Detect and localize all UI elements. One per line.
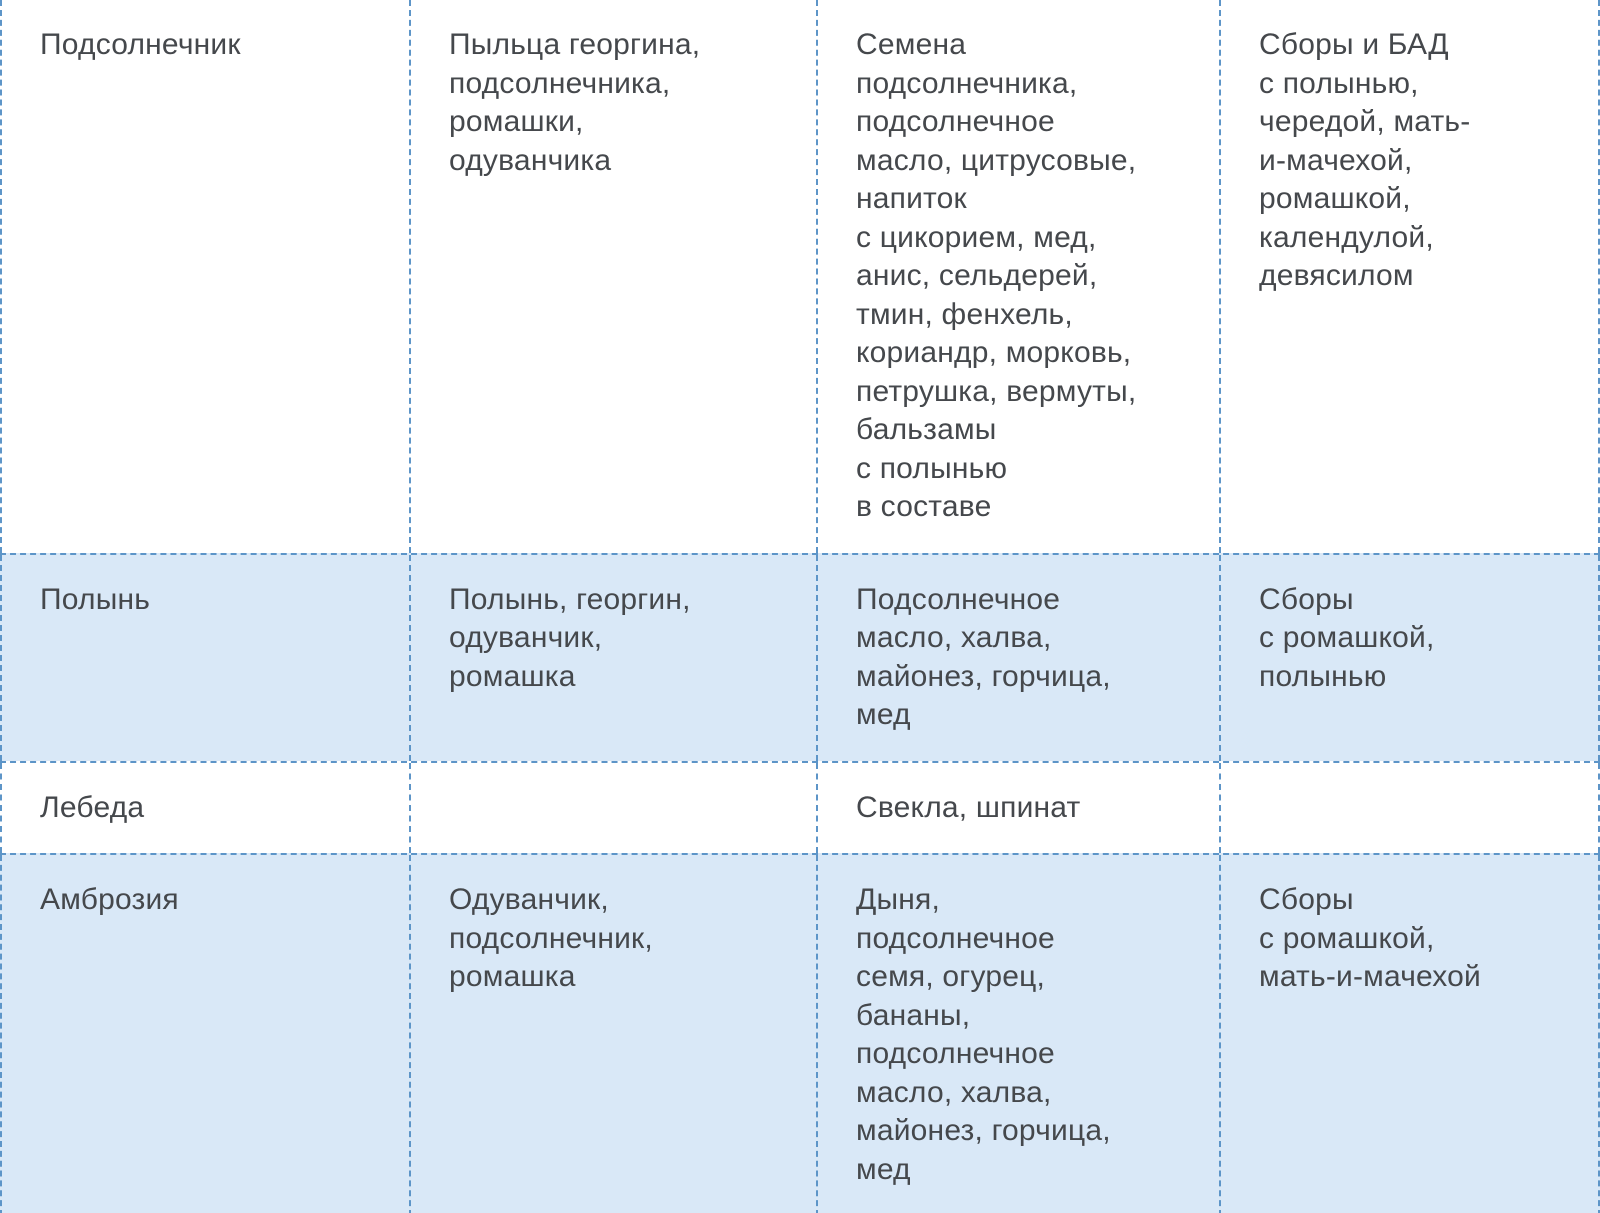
cell-cross-pollen	[409, 762, 816, 853]
table-row-sunflower: Подсолнечник Пыльца георгина, подсолнечн…	[0, 0, 1600, 553]
cell-cross-pollen: Одуванчик, подсолнечник, ромашка	[409, 855, 816, 1213]
table-row-saltbush: Лебеда Свекла, шпинат	[0, 760, 1600, 853]
table-row-wormwood: Полынь Полынь, георгин, одуванчик, ромаш…	[0, 552, 1600, 761]
cell-cross-foods: Подсолнечное масло, халва, майонез, горч…	[816, 554, 1219, 761]
cell-cross-pollen: Полынь, георгин, одуванчик, ромашка	[409, 554, 816, 761]
cell-cross-foods: Свекла, шпинат	[816, 762, 1219, 853]
cell-herbal-supplements	[1219, 762, 1600, 853]
table-row-ragweed: Амброзия Одуванчик, подсолнечник, ромашк…	[0, 853, 1600, 1213]
cell-cross-foods: Дыня, подсолнечное семя, огурец, бананы,…	[816, 855, 1219, 1213]
cell-herbal-supplements: Сборы и БАД с полынью, чередой, мать- и-…	[1219, 0, 1600, 553]
cell-herbal-supplements: Сборы с ромашкой, мать-и-мачехой	[1219, 855, 1600, 1213]
cell-herbal-supplements: Сборы с ромашкой, полынью	[1219, 554, 1600, 761]
cell-cross-pollen: Пыльца георгина, подсолнечника, ромашки,…	[409, 0, 816, 553]
cell-cross-foods: Семена подсолнечника, подсолнечное масло…	[816, 0, 1219, 553]
cell-allergen-name: Полынь	[0, 554, 409, 761]
cell-allergen-name: Подсолнечник	[0, 0, 409, 553]
cell-allergen-name: Амброзия	[0, 855, 409, 1213]
cell-allergen-name: Лебеда	[0, 762, 409, 853]
